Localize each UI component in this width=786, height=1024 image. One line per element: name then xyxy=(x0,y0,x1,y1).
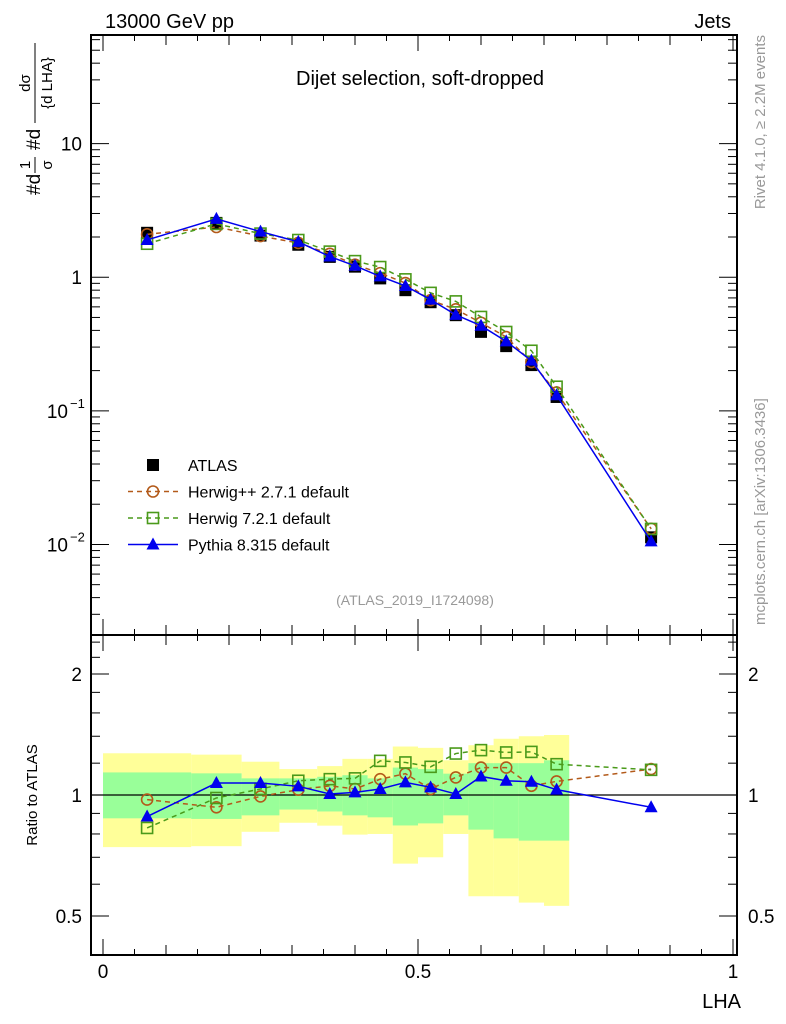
pythia-8-315-default-ratio-point xyxy=(254,776,267,789)
legend-marker-atlas xyxy=(147,459,159,471)
herwig-7-2-1-default-ratio-point xyxy=(399,756,412,769)
herwig-2-7-1-default-line xyxy=(147,226,652,530)
header-right: Jets xyxy=(694,11,731,33)
chart-title: Dijet selection, soft-dropped xyxy=(296,68,544,90)
uncertainty-band-inner xyxy=(418,769,444,824)
y-axis-label: #d 1 σ #d dσ {d LHA} xyxy=(17,43,56,195)
herwig-7-2-1-default-ratio-line xyxy=(146,749,652,829)
herwig-2-7-1-default-ratio-point xyxy=(499,761,513,774)
pythia-8-315-default-point xyxy=(524,353,538,366)
legend-label-herwig-7-2-1-default: Herwig 7.2.1 default xyxy=(188,511,331,528)
pythia-8-315-default-ratio-point xyxy=(373,781,387,794)
y-tick-label: 10 xyxy=(47,402,68,423)
legend-marker-pythia-8-315-default xyxy=(146,537,160,550)
pythia-8-315-default-ratio-point xyxy=(323,786,337,799)
y-tick-label: 10 xyxy=(47,535,68,556)
ratio-tick-label-right: 2 xyxy=(748,665,759,686)
pythia-8-315-default-ratio-point xyxy=(550,782,564,795)
x-tick-label: 1 xyxy=(728,962,739,983)
herwig-7-2-1-default-ratio-point xyxy=(525,745,538,759)
pythia-8-315-default-point xyxy=(254,224,267,237)
ratio-tick-label-left: 1 xyxy=(71,786,82,807)
herwig-7-2-1-default-ratio-point xyxy=(323,772,337,786)
herwig-7-2-1-default-ratio-point xyxy=(499,746,513,759)
pythia-8-315-default-ratio-point xyxy=(398,775,412,788)
ratio-tick-label-right: 0.5 xyxy=(748,907,774,928)
legend-label-herwig-2-7-1-default: Herwig++ 2.7.1 default xyxy=(188,485,350,502)
herwig-7-2-1-default-ratio-point xyxy=(550,757,563,771)
pythia-8-315-default-ratio-point xyxy=(474,769,488,782)
herwig-7-2-1-default-ratio-point xyxy=(424,760,437,774)
ratio-axis-label: Ratio to ATLAS xyxy=(24,744,41,845)
pythia-8-315-default-ratio-point xyxy=(644,800,658,813)
herwig-7-2-1-default-ratio-point xyxy=(474,743,488,757)
ylabel-d2: #d xyxy=(24,129,45,150)
pythia-8-315-default-ratio-point xyxy=(424,780,438,793)
mcplots-credit: mcplots.cern.ch [arXiv:1306.3436] xyxy=(752,398,769,625)
pythia-8-315-default-point xyxy=(424,292,438,305)
ylabel-d1: #d xyxy=(24,174,45,195)
uncertainty-band-inner xyxy=(544,760,570,841)
herwig-7-2-1-default-ratio-point xyxy=(373,754,387,768)
y-tick-exponent: −1 xyxy=(70,396,85,411)
pythia-8-315-default-point xyxy=(291,234,305,247)
analysis-id: (ATLAS_2019_I1724098) xyxy=(336,592,494,608)
herwig-7-2-1-default-ratio-point xyxy=(449,747,463,760)
legend-label-atlas: ATLAS xyxy=(188,458,238,475)
herwig-2-7-1-default-ratio-point xyxy=(254,790,267,803)
pythia-8-315-default-point xyxy=(209,211,223,224)
ratio-tick-label-left: 2 xyxy=(71,665,82,686)
x-axis-label: LHA xyxy=(702,991,742,1013)
herwig-2-7-1-default-ratio-point xyxy=(210,800,223,814)
y-tick-label: 10 xyxy=(61,135,82,156)
pythia-8-315-default-point xyxy=(550,388,564,401)
pythia-8-315-default-point xyxy=(449,307,463,320)
pythia-8-315-default-ratio-point xyxy=(499,773,513,786)
pythia-8-315-default-point xyxy=(323,249,337,262)
herwig-2-7-1-default-ratio-point xyxy=(449,771,463,784)
herwig-7-2-1-default-ratio-point xyxy=(644,763,658,777)
ylabel-den1: σ xyxy=(39,160,56,170)
herwig-7-2-1-default-ratio-point xyxy=(348,772,362,785)
pythia-8-315-default-ratio-point xyxy=(449,786,463,799)
pythia-8-315-default-point xyxy=(474,318,488,331)
pythia-8-315-default-point xyxy=(348,258,362,271)
pythia-8-315-default-point xyxy=(398,278,412,291)
pythia-8-315-default-ratio-point xyxy=(209,776,223,789)
ylabel-num1: 1 xyxy=(17,161,34,169)
x-tick-label: 0 xyxy=(98,962,109,983)
ylabel-den2: {d LHA} xyxy=(39,57,56,109)
herwig-7-2-1-default-ratio-point xyxy=(210,791,223,805)
legend-marker-herwig-2-7-1-default xyxy=(146,485,160,498)
pythia-8-315-default-ratio-point xyxy=(140,809,154,822)
rivet-version: Rivet 4.1.0, ≥ 2.2M events xyxy=(752,35,769,209)
legend-marker-herwig-7-2-1-default xyxy=(146,511,160,525)
pythia-8-315-default-ratio-point xyxy=(524,774,538,787)
y-tick-exponent: −2 xyxy=(70,529,85,544)
ylabel-num2: dσ xyxy=(17,73,34,91)
ratio-tick-label-left: 0.5 xyxy=(56,907,82,928)
herwig-7-2-1-default-point xyxy=(449,295,463,308)
pythia-8-315-default-point xyxy=(373,269,387,282)
herwig-7-2-1-default-ratio-point xyxy=(140,821,154,835)
herwig-2-7-1-default-ratio-point xyxy=(140,793,154,806)
header-left: 13000 GeV pp xyxy=(105,11,234,33)
legend-label-pythia-8-315-default: Pythia 8.315 default xyxy=(188,538,330,555)
x-tick-label: 0.5 xyxy=(405,962,431,983)
pythia-8-315-default-ratio-point xyxy=(348,785,362,798)
pythia-8-315-default-point xyxy=(644,534,658,547)
ratio-tick-label-right: 1 xyxy=(748,786,759,807)
herwig-2-7-1-default-ratio-line xyxy=(147,766,652,809)
pythia-8-315-default-point xyxy=(140,232,154,245)
y-tick-label: 1 xyxy=(71,268,82,289)
herwig-7-2-1-default-line xyxy=(146,223,652,530)
pythia-8-315-default-ratio-point xyxy=(291,779,305,792)
pythia-8-315-default-point xyxy=(499,334,513,347)
